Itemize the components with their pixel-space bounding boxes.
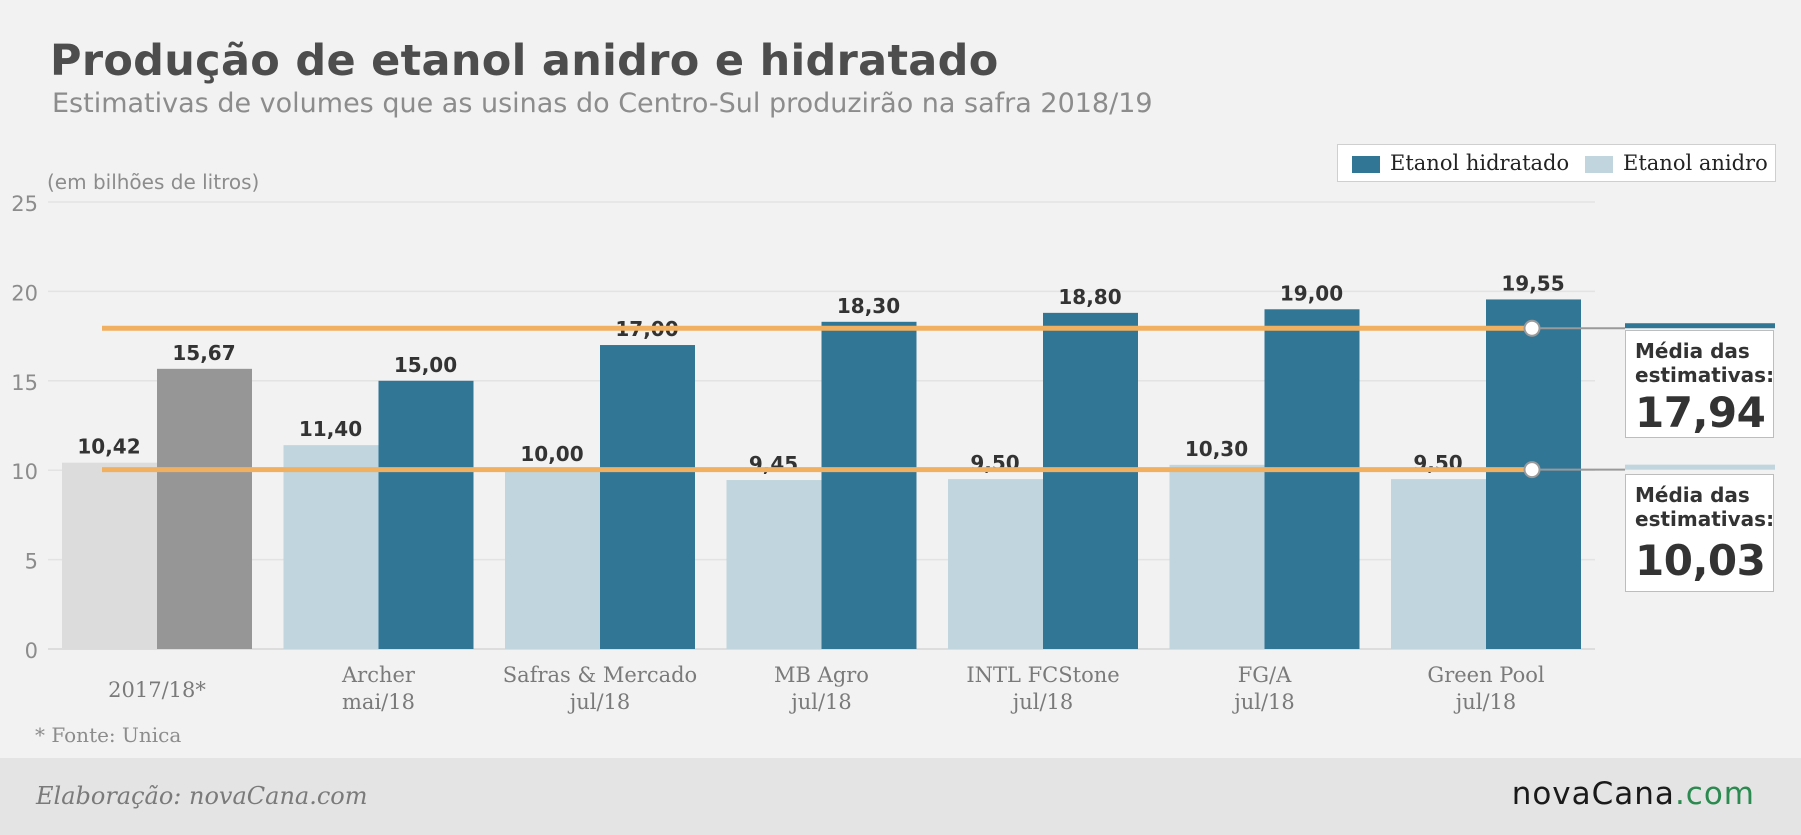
bar-anidro: [1169, 464, 1265, 649]
brand-main: novaCana: [1511, 776, 1675, 812]
data-label-anidro: 10,42: [77, 435, 140, 459]
bar-hidratado: [1264, 309, 1360, 649]
average-value-anidro: 10,03: [1635, 536, 1766, 585]
x-tick-label: Safras & Mercado: [503, 663, 697, 687]
brand-logo: novaCana.com: [1512, 776, 1755, 812]
data-label-anidro: 10,30: [1185, 437, 1248, 461]
average-box-hidratado: Média das estimativas: 17,94: [1625, 330, 1774, 438]
bar-anidro: [1391, 479, 1486, 649]
brand-suffix: .com: [1674, 776, 1755, 812]
bar-hidratado: [157, 368, 252, 649]
bar-hidratado: [1043, 312, 1138, 649]
data-label-hidratado: 18,80: [1058, 285, 1121, 309]
average-value-hidratado: 17,94: [1635, 388, 1766, 437]
data-label-hidratado: 18,30: [837, 294, 900, 318]
credit-text: Elaboração: novaCana.com: [36, 782, 368, 810]
x-tick-label: MB Agro: [774, 663, 869, 687]
legend-swatch-anidro: [1585, 156, 1613, 173]
x-tick-label: jul/18: [1231, 690, 1295, 714]
y-tick-label: 15: [11, 371, 38, 395]
average-marker-anidro: [1625, 464, 1775, 470]
average-endpoint-hidratado: [1523, 319, 1541, 337]
x-tick-label: jul/18: [567, 690, 631, 714]
x-tick-label: Green Pool: [1427, 663, 1544, 687]
data-label-hidratado: 15,00: [394, 353, 457, 377]
data-label-anidro: 9,45: [749, 452, 798, 476]
x-tick-label: 2017/18*: [108, 678, 206, 702]
data-label-hidratado: 19,55: [1501, 271, 1564, 295]
x-tick-label: jul/18: [788, 690, 852, 714]
x-tick-label: mai/18: [342, 690, 415, 714]
data-label-hidratado: 15,67: [172, 341, 235, 365]
y-unit-label: (em bilhões de litros): [47, 170, 260, 194]
average-marker-hidratado: [1625, 323, 1775, 329]
bar-anidro: [62, 462, 157, 649]
bar-hidratado: [600, 345, 695, 649]
y-tick-label: 10: [11, 460, 38, 484]
bar-hidratado: [821, 321, 917, 649]
data-label-anidro: 11,40: [299, 417, 362, 441]
average-box-anidro: Média das estimativas: 10,03: [1625, 474, 1774, 592]
x-tick-label: jul/18: [1453, 690, 1517, 714]
y-tick-label: 25: [11, 192, 38, 216]
average-label-anidro: Média das estimativas:: [1635, 483, 1775, 531]
x-tick-label: INTL FCStone: [966, 663, 1119, 687]
chart-subtitle: Estimativas de volumes que as usinas do …: [52, 88, 1153, 119]
average-endpoint-anidro: [1523, 461, 1541, 479]
source-footnote: * Fonte: Unica: [35, 723, 182, 747]
bar-hidratado: [378, 380, 474, 649]
x-tick-label: Archer: [341, 663, 416, 687]
data-label-anidro: 10,00: [520, 442, 583, 466]
average-label-hidratado: Média das estimativas:: [1635, 339, 1775, 387]
x-tick-label: jul/18: [1010, 690, 1074, 714]
footer-bar: Elaboração: novaCana.com novaCana.com: [0, 758, 1801, 835]
y-tick-label: 20: [11, 281, 38, 305]
x-tick-label: FG/A: [1238, 663, 1292, 687]
y-tick-label: 5: [25, 550, 38, 574]
legend-label-hidratado: Etanol hidratado: [1390, 151, 1570, 175]
bar-anidro: [283, 445, 379, 649]
bar-anidro: [948, 479, 1043, 649]
legend: Etanol hidratado Etanol anidro: [1337, 144, 1776, 182]
bar-anidro: [726, 480, 822, 649]
bar-anidro: [505, 470, 600, 649]
chart-title: Produção de etanol anidro e hidratado: [50, 36, 999, 86]
y-tick-label: 0: [25, 639, 38, 663]
legend-label-anidro: Etanol anidro: [1623, 151, 1768, 175]
data-label-hidratado: 19,00: [1280, 281, 1343, 305]
legend-swatch-hidratado: [1352, 156, 1380, 173]
